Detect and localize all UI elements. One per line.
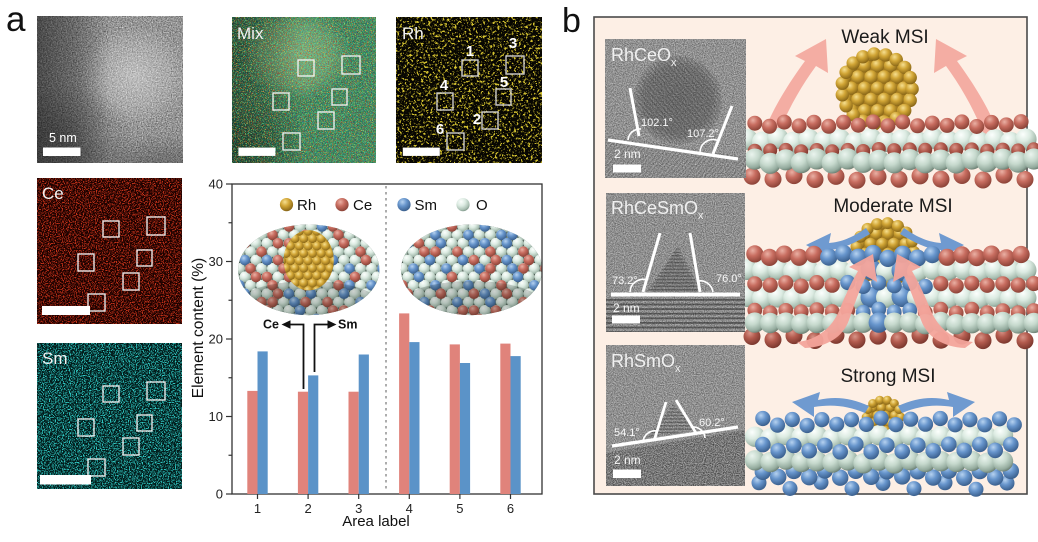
svg-text:a: a bbox=[6, 0, 26, 39]
svg-text:2 nm: 2 nm bbox=[613, 301, 640, 315]
svg-text:Rh: Rh bbox=[402, 24, 424, 43]
svg-text:5: 5 bbox=[456, 501, 463, 516]
svg-text:Element content (%): Element content (%) bbox=[190, 258, 207, 398]
svg-text:60.2°: 60.2° bbox=[699, 417, 725, 429]
svg-text:Sm: Sm bbox=[338, 318, 357, 332]
svg-text:40: 40 bbox=[209, 177, 223, 192]
svg-text:2 nm: 2 nm bbox=[614, 147, 641, 161]
svg-text:6: 6 bbox=[436, 121, 444, 138]
svg-text:1: 1 bbox=[466, 43, 474, 60]
svg-text:5: 5 bbox=[500, 74, 508, 91]
svg-text:4: 4 bbox=[440, 77, 449, 94]
svg-text:Moderate MSI: Moderate MSI bbox=[833, 196, 952, 217]
svg-text:Weak MSI: Weak MSI bbox=[841, 27, 928, 48]
svg-text:Rh: Rh bbox=[297, 197, 316, 214]
svg-text:73.2°: 73.2° bbox=[612, 275, 638, 287]
svg-text:Sm: Sm bbox=[415, 197, 438, 214]
svg-text:Strong MSI: Strong MSI bbox=[840, 366, 935, 387]
svg-text:1: 1 bbox=[254, 501, 261, 516]
svg-text:6: 6 bbox=[507, 501, 514, 516]
svg-text:Ce: Ce bbox=[353, 197, 372, 214]
svg-text:Ce: Ce bbox=[42, 184, 64, 203]
svg-text:2 nm: 2 nm bbox=[614, 453, 641, 467]
svg-text:4: 4 bbox=[406, 501, 413, 516]
svg-text:Mix: Mix bbox=[237, 24, 264, 43]
svg-text:0: 0 bbox=[216, 487, 223, 502]
svg-text:O: O bbox=[476, 197, 488, 214]
svg-text:5 nm: 5 nm bbox=[49, 131, 77, 145]
svg-text:3: 3 bbox=[509, 35, 517, 52]
svg-text:3: 3 bbox=[355, 501, 362, 516]
svg-text:2: 2 bbox=[473, 111, 481, 128]
svg-text:102.1°: 102.1° bbox=[641, 117, 673, 129]
svg-text:30: 30 bbox=[209, 254, 223, 269]
svg-text:2: 2 bbox=[304, 501, 311, 516]
svg-text:10: 10 bbox=[209, 409, 223, 424]
svg-text:Ce: Ce bbox=[263, 318, 279, 332]
svg-text:107.2°: 107.2° bbox=[687, 128, 719, 140]
svg-text:b: b bbox=[562, 2, 581, 40]
svg-text:Sm: Sm bbox=[42, 349, 68, 368]
svg-text:54.1°: 54.1° bbox=[614, 427, 640, 439]
svg-text:76.0°: 76.0° bbox=[716, 273, 742, 285]
svg-text:Area label: Area label bbox=[342, 513, 410, 530]
svg-text:20: 20 bbox=[209, 332, 223, 347]
